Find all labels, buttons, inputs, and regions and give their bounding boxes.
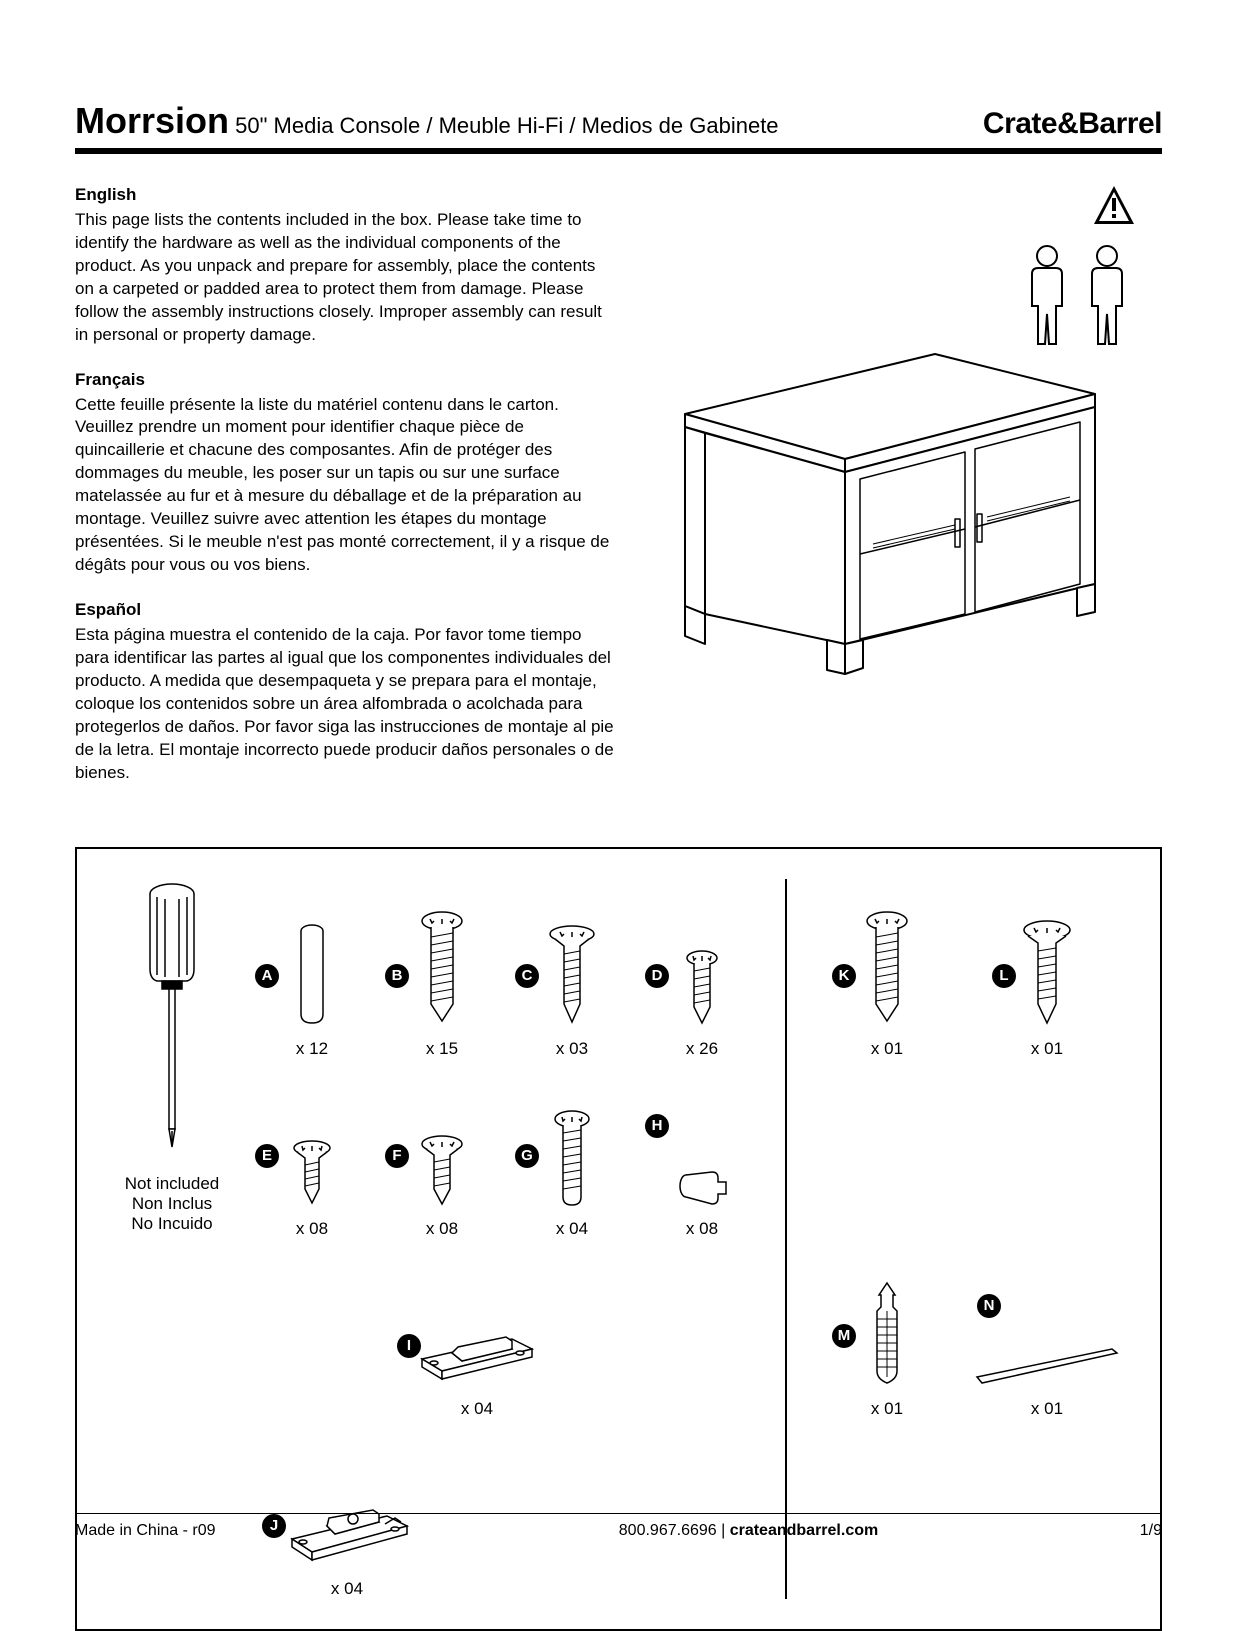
part-K: K x 01 (807, 879, 967, 1059)
part-H-qty: x 08 (686, 1219, 718, 1239)
part-B-qty: x 15 (426, 1039, 458, 1059)
title-main: Morrsion (75, 100, 229, 141)
content-row: English This page lists the contents inc… (75, 184, 1162, 807)
not-included-es: No Incuido (97, 1214, 247, 1234)
part-G-qty: x 04 (556, 1219, 588, 1239)
cabinet-illustration (655, 344, 1162, 689)
part-C-qty: x 03 (556, 1039, 588, 1059)
francais-body: Cette feuille présente la liste du matér… (75, 395, 609, 575)
part-I-qty: x 04 (461, 1399, 493, 1419)
part-F-qty: x 08 (426, 1219, 458, 1239)
part-C-letter: C (515, 964, 539, 988)
part-F: F x 08 (377, 1059, 507, 1239)
part-L: L x 01 (967, 879, 1127, 1059)
brand-logo: Crate&Barrel (983, 107, 1162, 141)
part-N-qty: x 01 (1031, 1399, 1063, 1419)
english-body: This page lists the contents included in… (75, 210, 602, 344)
text-column: English This page lists the contents inc… (75, 184, 615, 807)
parts-left: Not included Non Inclus No Incuido A x 1… (97, 879, 787, 1599)
page-footer: Made in China - r09 800.967.6696 | crate… (75, 1513, 1162, 1540)
part-D: D x 26 (637, 879, 767, 1059)
parts-grid-left: A x 12 B x 15 (247, 879, 775, 1599)
part-A: A x 12 (247, 879, 377, 1059)
part-D-qty: x 26 (686, 1039, 718, 1059)
not-included-fr: Non Inclus (97, 1194, 247, 1214)
footer-phone: 800.967.6696 (619, 1522, 717, 1539)
english-label: English (75, 184, 615, 207)
part-L-letter: L (992, 964, 1016, 988)
francais-label: Français (75, 369, 615, 392)
francais-block: Français Cette feuille présente la liste… (75, 369, 615, 577)
part-N-letter: N (977, 1294, 1001, 1318)
part-H-letter: H (645, 1114, 669, 1138)
part-J: J x 04 (247, 1419, 447, 1599)
footer-sep: | (717, 1522, 730, 1539)
espanol-block: Español Esta página muestra el contenido… (75, 599, 615, 785)
title: Morrsion 50" Media Console / Meuble Hi-F… (75, 100, 779, 142)
espanol-label: Español (75, 599, 615, 622)
title-sub: 50" Media Console / Meuble Hi-Fi / Medio… (229, 113, 779, 138)
parts-right: K x 01 L x 01 (787, 879, 1140, 1599)
two-person-warning-icon (1012, 184, 1142, 359)
screwdriver-tool: Not included Non Inclus No Incuido (97, 879, 247, 1599)
part-M-letter: M (832, 1324, 856, 1348)
footer-contact: 800.967.6696 | crateandbarrel.com (415, 1522, 1082, 1540)
part-A-qty: x 12 (296, 1039, 328, 1059)
part-E-letter: E (255, 1144, 279, 1168)
part-B: B x 15 (377, 879, 507, 1059)
part-I-letter: I (397, 1334, 421, 1358)
part-L-qty: x 01 (1031, 1039, 1063, 1059)
part-E: E x 08 (247, 1059, 377, 1239)
part-M: M x 01 (807, 1239, 967, 1419)
made-in: Made in China - r09 (75, 1522, 415, 1540)
not-included-en: Not included (97, 1174, 247, 1194)
part-D-letter: D (645, 964, 669, 988)
part-C: C x 03 (507, 879, 637, 1059)
part-F-letter: F (385, 1144, 409, 1168)
spacer (247, 1239, 377, 1419)
english-block: English This page lists the contents inc… (75, 184, 615, 347)
part-G: G x 04 (507, 1059, 637, 1239)
part-A-letter: A (255, 964, 279, 988)
part-N: N x 01 (967, 1239, 1127, 1419)
part-K-qty: x 01 (871, 1039, 903, 1059)
footer-site: crateandbarrel.com (730, 1522, 879, 1539)
part-I: I x 04 (377, 1239, 577, 1419)
part-M-qty: x 01 (871, 1399, 903, 1419)
page-number: 1/9 (1082, 1522, 1162, 1540)
page-header: Morrsion 50" Media Console / Meuble Hi-F… (75, 100, 1162, 154)
part-B-letter: B (385, 964, 409, 988)
part-G-letter: G (515, 1144, 539, 1168)
espanol-body: Esta página muestra el contenido de la c… (75, 625, 614, 782)
illustration-column (655, 184, 1162, 807)
part-H: H x 08 (637, 1059, 767, 1239)
part-J-qty: x 04 (331, 1579, 363, 1599)
part-E-qty: x 08 (296, 1219, 328, 1239)
part-K-letter: K (832, 964, 856, 988)
